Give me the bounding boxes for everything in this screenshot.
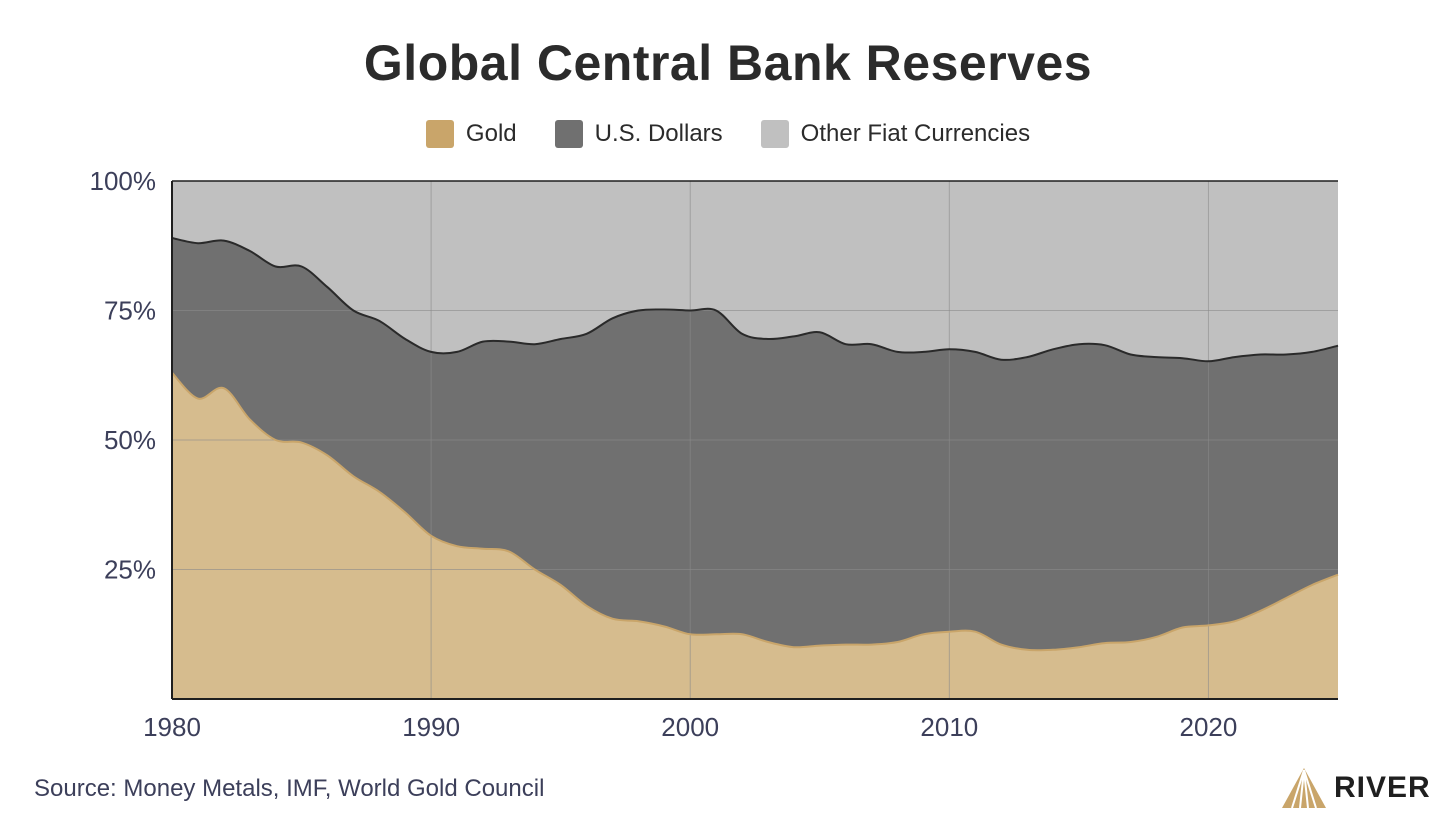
legend-swatch-other — [760, 120, 789, 148]
legend-item-other: Other Fiat Currencies — [760, 120, 1031, 148]
brand-name: RIVER — [1334, 771, 1431, 804]
legend-label-gold: Gold — [465, 120, 517, 147]
x-tick-label-1990: 1990 — [402, 712, 460, 742]
area-gold — [172, 372, 1338, 699]
legend-item-usd: U.S. Dollars — [554, 120, 723, 148]
area-us-dollars — [172, 238, 1338, 699]
legend: Gold U.S. Dollars Other Fiat Currencies — [0, 120, 1456, 148]
legend-label-other: Other Fiat Currencies — [800, 120, 1031, 147]
x-tick-label-2000: 2000 — [661, 712, 719, 742]
legend-swatch-usd — [554, 120, 583, 148]
river-logo: RIVER — [1280, 766, 1431, 810]
source-note: Source: Money Metals, IMF, World Gold Co… — [34, 775, 545, 802]
line-gold-top — [171, 371, 1339, 652]
y-tick-label-50: 50% — [104, 425, 156, 455]
gridlines — [172, 181, 1338, 699]
axes — [171, 180, 1338, 700]
legend-label-usd: U.S. Dollars — [594, 120, 723, 147]
series-lines — [171, 237, 1339, 652]
river-mountain-icon — [1282, 768, 1326, 809]
tick-labels: 25% 50% 75% 100% 1980 1990 2000 2010 2020 — [90, 166, 1238, 742]
legend-item-gold: Gold — [425, 120, 517, 148]
y-tick-label-75: 75% — [104, 296, 156, 326]
y-tick-label-25: 25% — [104, 555, 156, 585]
area-other-fiat-currencies — [172, 181, 1338, 699]
legend-swatch-gold — [425, 120, 454, 148]
x-tick-label-1980: 1980 — [143, 712, 201, 742]
chart-title: Global Central Bank Reserves — [363, 35, 1093, 91]
area-layers — [172, 181, 1338, 699]
y-tick-label-100: 100% — [90, 166, 157, 196]
line-us-dollars-top — [171, 237, 1339, 363]
x-tick-label-2020: 2020 — [1180, 712, 1238, 742]
x-tick-label-2010: 2010 — [920, 712, 978, 742]
